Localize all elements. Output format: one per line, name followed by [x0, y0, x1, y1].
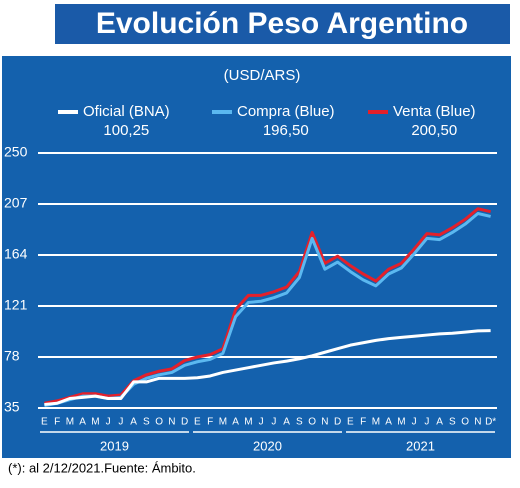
x-tick-label: M [66, 417, 74, 428]
x-tick-label: J [118, 417, 123, 428]
legend-value: 196,50 [263, 122, 309, 139]
x-tick-label: M [219, 417, 227, 428]
year-label: 2019 [100, 438, 129, 453]
title-banner [55, 4, 510, 44]
series-line [44, 207, 491, 405]
x-tick-label: A [283, 417, 290, 428]
x-tick-label: J [259, 417, 264, 428]
x-tick-label: A [130, 417, 137, 428]
x-tick-label: E [347, 417, 354, 428]
x-tick-label: A [232, 417, 239, 428]
x-tick-label: J [412, 417, 417, 428]
x-tick-label: F [360, 417, 366, 428]
x-tick-label: S [296, 417, 303, 428]
x-tick-label: S [449, 417, 456, 428]
x-tick-label: O [308, 417, 316, 428]
y-tick-label: 207 [4, 195, 28, 211]
year-label: 2020 [253, 438, 282, 453]
x-tick-label: N [474, 417, 481, 428]
x-tick-label: J [271, 417, 276, 428]
x-tick-label: M [372, 417, 380, 428]
x-tick-label: M [397, 417, 405, 428]
legend-label: Oficial (BNA) [83, 103, 170, 120]
x-tick-label: D* [485, 417, 496, 428]
y-tick-label: 250 [4, 144, 28, 160]
x-tick-label: N [321, 417, 328, 428]
x-tick-label: J [106, 417, 111, 428]
legend-value: 200,50 [411, 122, 457, 139]
x-tick-label: E [41, 417, 48, 428]
y-tick-label: 78 [4, 348, 20, 364]
chart-title: Evolución Peso Argentino [96, 7, 468, 40]
x-tick-label: O [461, 417, 469, 428]
x-tick-label: A [385, 417, 392, 428]
chart-subtitle: (USD/ARS) [224, 67, 301, 84]
x-tick-label: A [79, 417, 86, 428]
x-tick-label: A [436, 417, 443, 428]
x-tick-label: S [143, 417, 150, 428]
legend-label: Compra (Blue) [237, 103, 335, 120]
x-tick-label: J [424, 417, 429, 428]
year-label: 2021 [406, 438, 435, 453]
series-line [44, 329, 491, 406]
x-tick-label: N [168, 417, 175, 428]
y-tick-label: 35 [4, 399, 20, 415]
x-tick-label: D [334, 417, 341, 428]
chart-panel [0, 54, 513, 460]
footnote: (*): al 2/12/2021.Fuente: Ámbito. [8, 460, 196, 475]
y-tick-label: 164 [4, 246, 28, 262]
legend-label: Venta (Blue) [393, 103, 476, 120]
x-tick-label: M [244, 417, 252, 428]
x-tick-label: M [91, 417, 99, 428]
y-tick-label: 121 [4, 297, 28, 313]
x-tick-label: O [155, 417, 163, 428]
x-tick-label: F [54, 417, 60, 428]
x-tick-label: F [207, 417, 213, 428]
legend-value: 100,25 [103, 122, 149, 139]
x-tick-label: D [181, 417, 188, 428]
x-tick-label: E [194, 417, 201, 428]
